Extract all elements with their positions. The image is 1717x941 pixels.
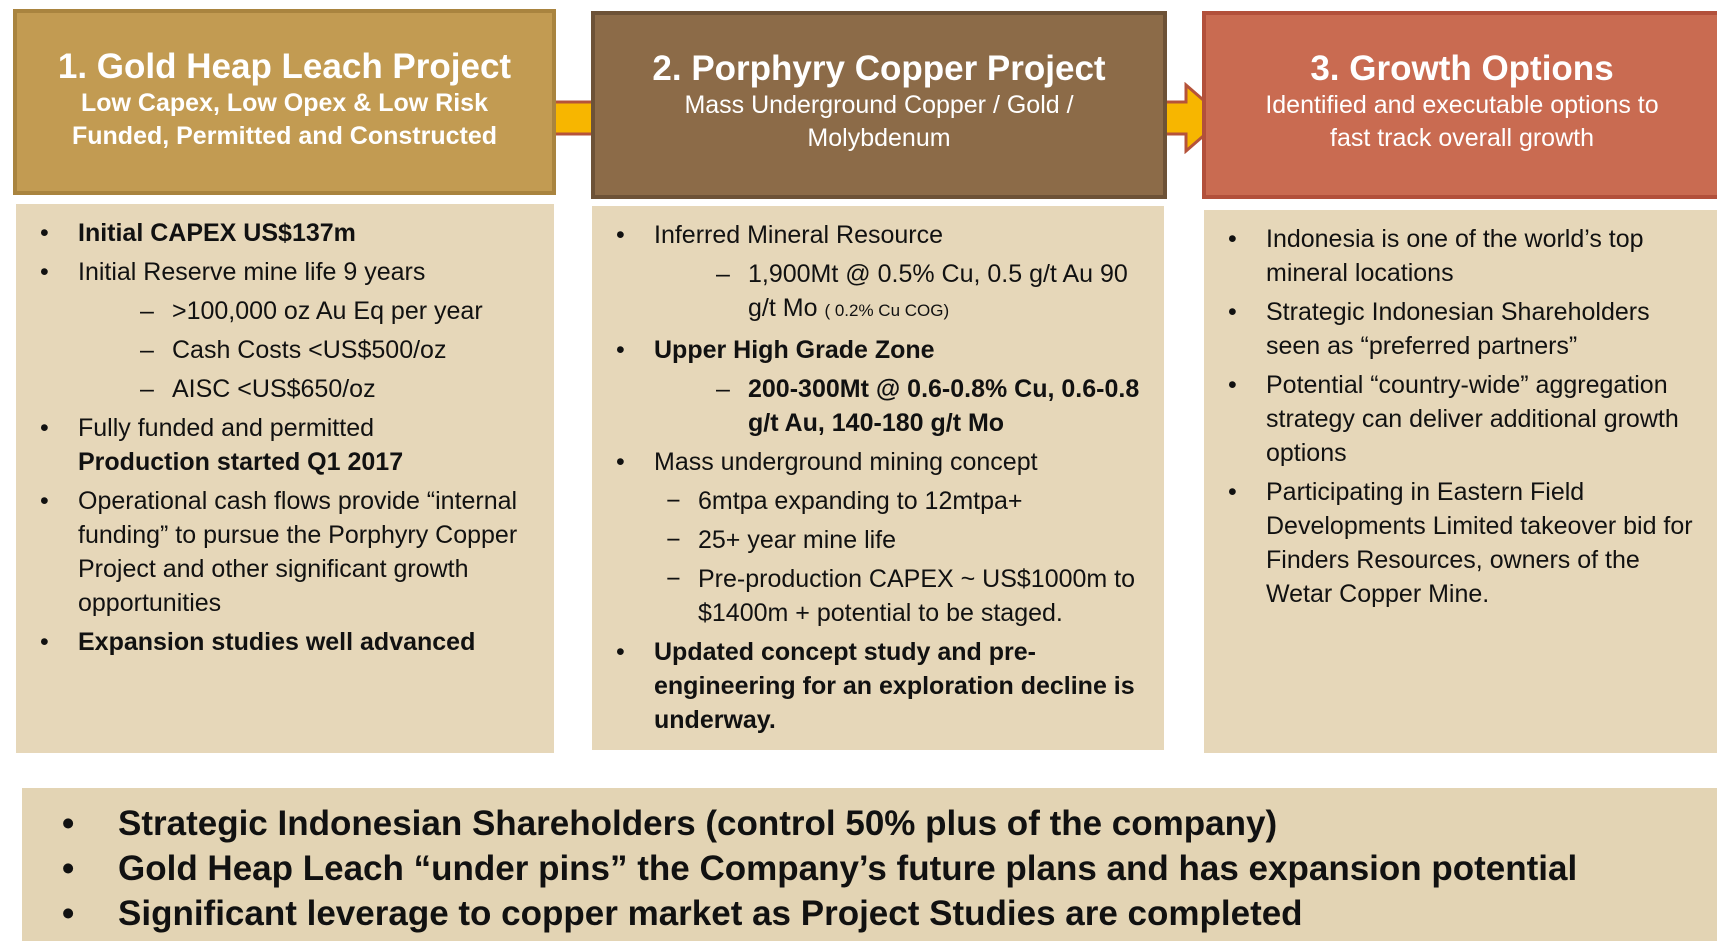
bullet-item: • Upper High Grade Zone xyxy=(616,333,1146,367)
bullet-item: −6mtpa expanding to 12mtpa+ xyxy=(616,484,1146,518)
bullet-text: Upper High Grade Zone xyxy=(654,336,935,364)
bullet-marker: • xyxy=(40,219,49,247)
bullet-text: 200-300Mt @ 0.6-0.8% Cu, 0.6-0.8 g/t Au,… xyxy=(748,375,1140,437)
summary-item: • Strategic Indonesian Shareholders (cont… xyxy=(44,801,1717,846)
bullet-marker: – xyxy=(716,375,730,403)
bullet-item: – Cash Costs <US$500/oz xyxy=(40,333,536,367)
bullet-item: • Initial CAPEX US$137m xyxy=(40,216,536,250)
bullet-item: • Expansion studies well advanced xyxy=(40,625,536,659)
header-title: 2. Porphyry Copper Project xyxy=(652,49,1106,88)
bullet-text: 6mtpa expanding to 12mtpa+ xyxy=(698,487,1023,515)
header-subtitle: Funded, Permitted and Constructed xyxy=(71,122,498,150)
bullet-item: • Potential “country-wide” aggregation st… xyxy=(1228,368,1699,470)
bullet-item: • Mass underground mining concept xyxy=(616,445,1146,479)
bullet-marker: – xyxy=(140,336,154,364)
bullet-marker: – xyxy=(140,375,154,403)
bullet-marker: • xyxy=(62,804,75,843)
bullet-item: –200-300Mt @ 0.6-0.8% Cu, 0.6-0.8 g/t Au… xyxy=(616,372,1146,440)
bullet-item: • Indonesia is one of the world’s top min… xyxy=(1228,222,1699,290)
bullet-item: • Updated concept study and pre-engineeri… xyxy=(616,635,1146,737)
bullet-text: Initial CAPEX US$137m xyxy=(78,219,356,247)
bullet-marker: • xyxy=(616,448,625,476)
bullet-item: –1,900Mt @ 0.5% Cu, 0.5 g/t Au 90 g/t Mo… xyxy=(616,257,1146,328)
summary-banner: • Strategic Indonesian Shareholders (cont… xyxy=(22,788,1717,941)
bullet-marker: • xyxy=(62,894,75,933)
bullet-marker: • xyxy=(1228,298,1237,326)
bullet-text: Indonesia is one of the world’s top mine… xyxy=(1266,225,1644,287)
bullet-text: Production started Q1 2017 xyxy=(78,448,404,476)
bullet-item: – AISC <US$650/oz xyxy=(40,372,536,406)
bullet-text: Fully funded and permitted xyxy=(78,414,375,442)
bullet-item: • Initial Reserve mine life 9 years xyxy=(40,255,536,289)
bullet-marker: • xyxy=(40,487,49,515)
bullet-marker: – xyxy=(140,297,154,325)
summary-text: Strategic Indonesian Shareholders (contr… xyxy=(118,804,1278,843)
column-body: • Initial CAPEX US$137m • Initial Reserve m… xyxy=(16,204,554,753)
bullet-marker: – xyxy=(716,260,730,288)
bullet-text: >100,000 oz Au Eq per year xyxy=(172,297,483,325)
bullet-text: Inferred Mineral Resource xyxy=(654,221,944,249)
bullet-marker: • xyxy=(1228,225,1237,253)
summary-item: • Significant leverage to copper market a… xyxy=(44,891,1717,936)
bullet-text: Updated concept study and pre-engineerin… xyxy=(654,638,1135,734)
bullet-text: 1,900Mt @ 0.5% Cu, 0.5 g/t Au 90 g/t Mo xyxy=(748,260,1128,322)
bullet-marker: • xyxy=(616,638,625,666)
bullet-marker: • xyxy=(1228,478,1237,506)
bullet-text: Initial Reserve mine life 9 years xyxy=(78,258,426,286)
header-subtitle: Low Capex, Low Opex & Low Risk xyxy=(80,89,488,117)
bullet-text: 25+ year mine life xyxy=(698,526,897,554)
bullet-text: Expansion studies well advanced xyxy=(78,628,476,656)
bullet-item: • Participating in Eastern Field Developm… xyxy=(1228,475,1699,611)
bullet-text: Pre-production CAPEX ~ US$1000m to $1400… xyxy=(698,565,1136,627)
column-header: 3. Growth Options Identified and executab… xyxy=(1202,11,1717,199)
bullet-marker: • xyxy=(40,628,49,656)
bullet-marker: − xyxy=(666,526,681,554)
header-subtitle: Mass Underground Copper / Gold / xyxy=(684,91,1074,119)
column-body: • Indonesia is one of the world’s top min… xyxy=(1204,210,1717,753)
bullet-marker: − xyxy=(666,565,681,593)
bullet-item: − Pre-production CAPEX ~ US$1000m to $140… xyxy=(616,562,1146,630)
header-subtitle: fast track overall growth xyxy=(1330,124,1594,152)
bullet-marker: • xyxy=(40,414,49,442)
bullet-item: – >100,000 oz Au Eq per year xyxy=(40,294,536,328)
bullet-text: Cash Costs <US$500/oz xyxy=(172,336,447,364)
bullet-item: • Inferred Mineral Resource xyxy=(616,218,1146,252)
bullet-item: • Operational cash flows provide “interna… xyxy=(40,484,536,620)
header-title: 1. Gold Heap Leach Project xyxy=(57,47,512,86)
bullet-text: Operational cash flows provide “internal… xyxy=(78,487,518,617)
bullet-text: ( 0.2% Cu COG) xyxy=(824,301,950,320)
column-header: 1. Gold Heap Leach Project Low Capex, Low… xyxy=(13,9,556,195)
bullet-text: Participating in Eastern Field Developme… xyxy=(1266,478,1693,608)
column-header: 2. Porphyry Copper Project Mass Undergrou… xyxy=(591,11,1167,199)
bullet-text: Mass underground mining concept xyxy=(654,448,1038,476)
bullet-item: • Fully funded and permitted Production st… xyxy=(40,411,536,479)
header-subtitle: Molybdenum xyxy=(807,124,951,152)
column-body: • Inferred Mineral Resource –1,900Mt @ 0.5… xyxy=(592,206,1164,750)
bullet-item: −25+ year mine life xyxy=(616,523,1146,557)
bullet-marker: • xyxy=(62,849,75,888)
bullet-text: Potential “country-wide” aggregation str… xyxy=(1266,371,1679,467)
summary-text: Significant leverage to copper market as… xyxy=(118,894,1303,933)
summary-item: • Gold Heap Leach “under pins” the Compan… xyxy=(44,846,1717,891)
bullet-text: Strategic Indonesian Shareholders seen a… xyxy=(1266,298,1650,360)
header-title: 3. Growth Options xyxy=(1310,49,1614,88)
bullet-marker: • xyxy=(616,336,625,364)
header-subtitle: Identified and executable options to xyxy=(1265,91,1659,119)
bullet-marker: • xyxy=(616,221,625,249)
bullet-marker: • xyxy=(1228,371,1237,399)
bullet-text: AISC <US$650/oz xyxy=(172,375,376,403)
bullet-marker: • xyxy=(40,258,49,286)
summary-text: Gold Heap Leach “under pins” the Company… xyxy=(118,849,1578,888)
bullet-marker: − xyxy=(666,487,681,515)
bullet-item: • Strategic Indonesian Shareholders seen … xyxy=(1228,295,1699,363)
